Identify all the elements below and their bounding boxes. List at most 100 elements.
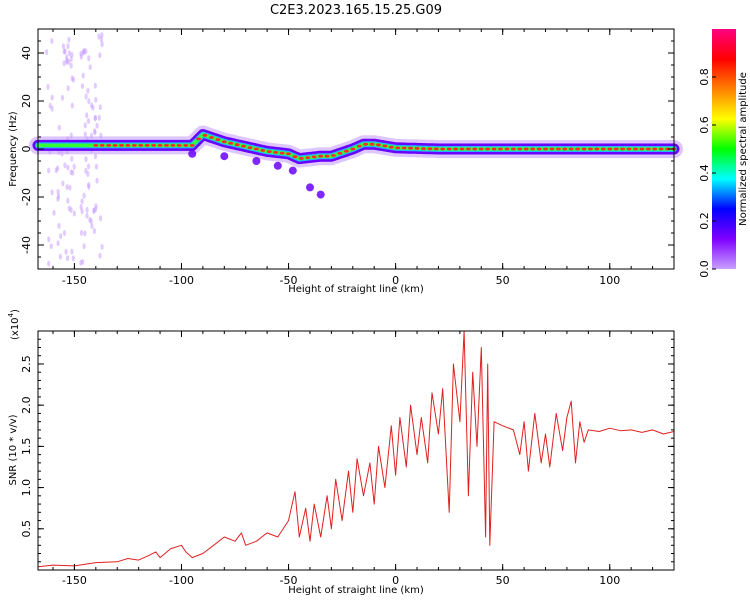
colorbar-ticks: 0.0 0.2 0.4 0.6 0.8 [698,68,716,278]
x-tick-label: 50 [496,274,510,287]
noise-blob [62,60,66,67]
colorbar-tick-label: 0.2 [698,212,711,230]
noise-blob [92,228,96,234]
noise-blob [47,167,51,174]
snr-marks [37,330,675,568]
secondary-track-point [316,190,325,199]
track-peak [93,144,99,147]
track-peak [260,149,266,152]
x-tick-label: -150 [62,274,87,287]
noise-blob [80,198,84,205]
noise-blob [87,181,91,188]
colorbar-tick-label: 0.8 [698,68,711,86]
secondary-track-point [306,183,314,192]
track-peak [119,144,124,147]
noise-blob [87,98,91,105]
noise-blob [66,164,70,171]
y-tick-label: 2.5 [20,355,33,373]
snr-scale-label: (x104) [7,309,21,340]
track-peak [478,147,484,151]
track-peak [138,144,144,147]
track-peak [562,147,568,151]
noise-blob [56,188,60,195]
x-tick-label: -50 [280,274,298,287]
noise-blob [97,33,101,40]
noise-blob [69,169,73,176]
track-peak [446,147,452,151]
x-tick-label: -50 [280,574,298,587]
secondary-track-point [288,166,297,175]
track-peak [350,147,356,151]
track-peak [491,147,497,151]
noise-blob [45,49,49,56]
colorbar-tick-label: 0.0 [698,260,711,278]
noise-blob [58,253,63,260]
track-peak [633,147,638,151]
noise-blob [61,180,65,187]
track-peak [273,151,279,154]
noise-blob [88,64,92,71]
noise-blob [80,83,84,90]
snr-frame [37,330,675,571]
colorbar-tick-label: 0.4 [698,164,711,182]
noise-blob [81,72,85,79]
track-peak [209,136,214,139]
noise-blob [62,230,67,236]
noise-blob [94,96,98,103]
track-peak [543,147,548,151]
noise-blob [62,48,66,55]
track-inner [36,132,676,161]
track-peak [254,147,259,151]
track-peak [388,145,394,149]
noise-blob [46,83,50,90]
track-peak [620,147,625,151]
noise-blob [69,207,73,213]
track-peak [356,144,362,148]
noise-blob [66,197,70,204]
noise-blob [94,206,98,213]
noise-blob [68,184,72,191]
noise-blob [93,129,97,136]
spectrogram-ylabel: Frequency (Hz) [8,111,19,187]
track-peak [639,147,645,151]
noise-blob [64,248,68,255]
noise-blob [98,252,102,259]
noise-blob [72,210,76,217]
snr-ylabel: SNR (10 * v/v) [8,414,19,485]
track-peak [99,144,105,147]
track-peak [485,147,491,151]
noise-blob [50,189,54,196]
noise-blob [65,184,69,190]
noise-blob [72,163,76,170]
track-peak [196,137,202,141]
svg-text:(x104): (x104) [7,309,21,340]
y-tick-label: 1.0 [20,479,33,497]
noise-blob [80,208,84,215]
spectrogram-marks [29,32,683,267]
track-peak [658,147,664,151]
track-peak [459,147,465,151]
noise-blob [98,104,102,111]
track-peak [594,147,600,151]
track-peak [125,144,131,147]
track-peak [164,144,169,147]
y-tick-label: 1.5 [20,438,33,456]
track-peak [600,147,606,151]
track-peak [652,147,658,151]
snr-scale-exponent: 4 [7,312,15,317]
figure-title: C2E3.2023.165.15.25.G09 [270,3,442,18]
noise-blob [91,104,95,111]
track-peak [472,147,478,151]
y-tick-label: 20 [20,94,33,108]
noise-blob [65,57,69,64]
noise-blob [85,212,89,219]
noise-blob [57,124,61,131]
x-tick-label: -100 [169,274,194,287]
track-peak [215,138,221,142]
noise-blob [97,114,101,121]
track-peak [421,147,426,151]
track-peak [645,147,651,151]
spectrogram-panel: -150 -100 -50 0 50 100 -40 -20 0 20 40 Height of s… [8,28,683,295]
noise-blob [86,118,90,124]
